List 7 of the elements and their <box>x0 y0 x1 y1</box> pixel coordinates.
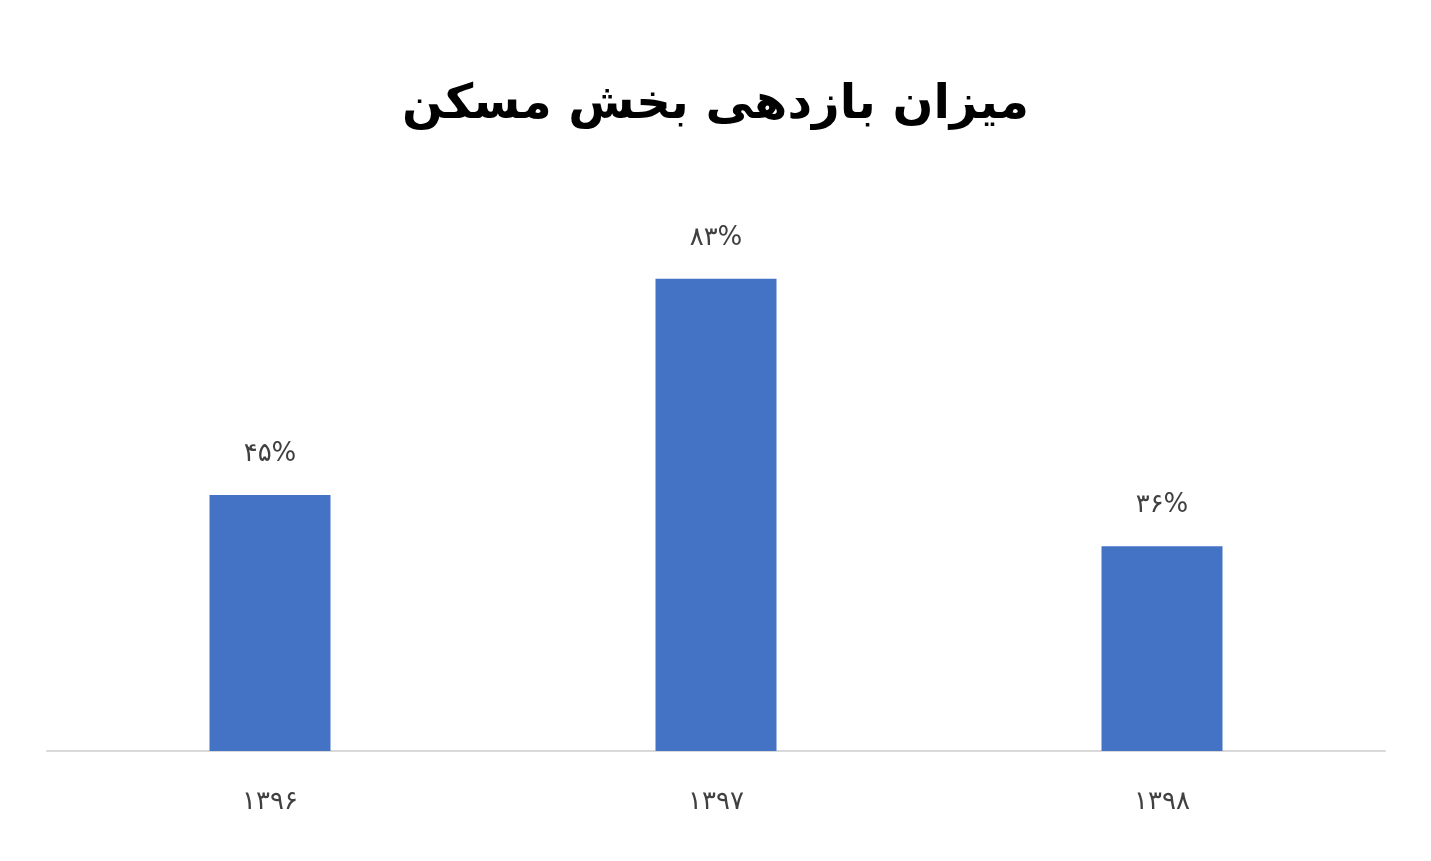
x-tick-label: ۱۳۹۸ <box>1134 785 1190 815</box>
data-label: ۳۶% <box>1135 488 1189 519</box>
data-label: ۴۵% <box>243 436 297 467</box>
x-tick-label: ۱۳۹۶ <box>242 785 298 815</box>
x-tick-label: ۱۳۹۷ <box>688 785 744 815</box>
chart-title: میزان بازدهی بخش مسکن <box>401 73 1030 130</box>
data-label: ۸۳% <box>689 220 743 251</box>
